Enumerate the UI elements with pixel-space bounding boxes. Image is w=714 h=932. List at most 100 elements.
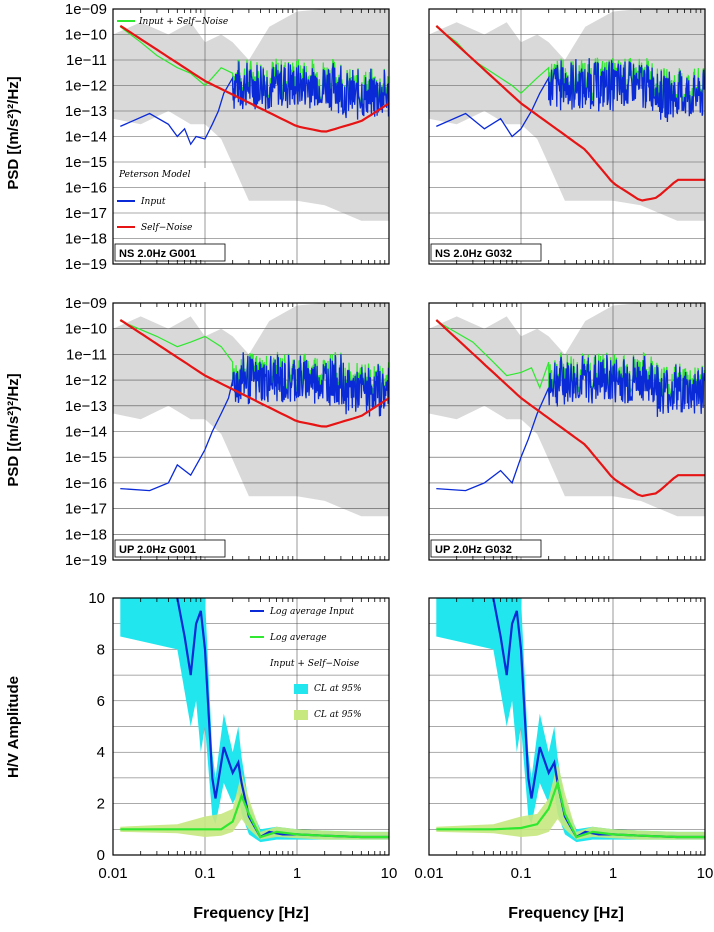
y-tick-label: 1e−13 (65, 398, 107, 415)
panel-frame (428, 302, 706, 561)
y-tick-label: 1e−17 (65, 205, 107, 222)
y-tick-label: 1e−09 (65, 295, 107, 312)
legend-combined-label: Input + Self−Noise (138, 17, 228, 27)
y-tick-label: 1e−16 (65, 475, 107, 492)
station-label-box (114, 539, 226, 558)
series-input (120, 352, 389, 492)
station-label-text: NS 2.0Hz G001 (119, 248, 196, 260)
hv-series-1 (436, 779, 705, 839)
ci-band-0 (436, 598, 705, 843)
y-tick-label: 1e−12 (65, 78, 107, 95)
panel-5: 0.01 0.1 1 10 (414, 597, 714, 882)
panel-plot-area (113, 598, 389, 855)
psd-ylabel-middle: PSD [(m/s²)²/Hz] (5, 373, 22, 486)
ci-band-1 (120, 772, 389, 840)
panels-group: NS 2.0Hz G001 1e−19 1e−18 1e−17 1e−16 1e−15 1e… (65, 1, 713, 882)
panel-1: NS 2.0Hz G032 (428, 8, 706, 265)
station-label: NS 2.0Hz G001 (114, 243, 226, 262)
hv-legend-ci-combined-swatch (294, 710, 308, 720)
series-self-noise (119, 318, 389, 428)
series-input (436, 58, 705, 138)
y-tick-label: 1e−19 (65, 256, 107, 273)
y-tick-label: 10 (88, 590, 105, 607)
hv-legend-combined-title: Input + Self−Noise (269, 659, 359, 669)
station-label-box (430, 243, 542, 262)
x-tick-label: 1 (609, 865, 617, 882)
y-tick-label: 1e−19 (65, 552, 107, 569)
y-tick-label: 1e−18 (65, 231, 107, 248)
station-label-text: UP 2.0Hz G032 (435, 544, 512, 556)
panel-plot-area (113, 303, 389, 560)
x-tick-label: 10 (381, 865, 398, 882)
series-self-noise (435, 24, 705, 202)
y-tick-label: 1e−18 (65, 526, 107, 543)
panel-frame (112, 8, 390, 265)
panel-0: NS 2.0Hz G001 1e−19 1e−18 1e−17 1e−16 1e−15 1e… (65, 1, 390, 273)
peterson-band (113, 303, 389, 517)
peterson-band (113, 9, 389, 221)
station-label-text: UP 2.0Hz G001 (119, 544, 196, 556)
panel-frame (428, 8, 706, 265)
hv-legend: Log average Input Log average Input + Se… (269, 607, 362, 720)
panel-plot-area (429, 598, 705, 855)
y-tick-label: 1e−11 (66, 346, 107, 363)
hv-legend-ci-input-swatch (294, 684, 308, 694)
hv-legend-combined-label: Log average (269, 633, 327, 643)
station-label: NS 2.0Hz G032 (430, 243, 542, 262)
panel-frame (112, 302, 390, 561)
series-self-noise (119, 24, 389, 133)
hv-legend-ci-input-label: CL at 95% (314, 684, 362, 694)
x-tick-label: 0.01 (98, 865, 127, 882)
hv-series-1 (120, 792, 389, 839)
x-tick-label: 0.01 (414, 865, 443, 882)
y-tick-label: 8 (97, 641, 105, 658)
y-tick-label: 1e−14 (65, 424, 107, 441)
panel-plot-area (429, 303, 705, 560)
peterson-band (429, 303, 705, 517)
y-tick-label: 0 (97, 847, 105, 864)
y-tick-label: 1e−10 (65, 27, 107, 44)
y-tick-label: 1e−15 (65, 154, 107, 171)
x-tick-label: 0.1 (195, 865, 216, 882)
legend-peterson-label: Peterson Model (118, 170, 191, 180)
panel-frame (112, 597, 390, 856)
y-tick-label: 2 (97, 796, 105, 813)
ci-band-0 (120, 598, 389, 843)
panel-4: 0 2 4 6 8 10 0.01 0.1 1 10 (88, 590, 397, 882)
legend-input-label: Input (140, 197, 166, 207)
y-tick-label: 1e−17 (65, 501, 107, 518)
y-tick-label: 1e−16 (65, 180, 107, 197)
x-tick-label: 10 (697, 865, 714, 882)
y-tick-label: 4 (97, 744, 105, 761)
y-tick-label: 1e−13 (65, 103, 107, 120)
legend-peterson-bg (116, 168, 226, 182)
panel-plot-area (429, 9, 705, 264)
psd-legend-top: Input + Self−Noise Peterson Model Input … (118, 17, 228, 233)
station-label: UP 2.0Hz G032 (430, 539, 542, 558)
xlabel-right: Frequency [Hz] (508, 905, 624, 922)
station-label-box (114, 243, 226, 262)
series-input (120, 61, 389, 146)
hv-ylabel: H/V Amplitude (5, 676, 22, 778)
x-tick-label: 0.1 (511, 865, 532, 882)
psd-ylabel-top: PSD [(m/s²)²/Hz] (5, 76, 22, 189)
station-label: UP 2.0Hz G001 (114, 539, 226, 558)
station-label-text: NS 2.0Hz G032 (435, 248, 512, 260)
y-tick-label: 1e−09 (65, 1, 107, 18)
panel-frame (428, 597, 706, 856)
hv-series-0 (492, 598, 705, 839)
panel-plot-area (113, 9, 389, 264)
y-tick-label: 6 (97, 693, 105, 710)
y-tick-label: 1e−14 (65, 129, 107, 146)
y-tick-label: 1e−12 (65, 372, 107, 389)
x-tick-label: 1 (293, 865, 301, 882)
peterson-band (429, 9, 705, 221)
xlabel-left: Frequency [Hz] (193, 905, 309, 922)
panel-2: UP 2.0Hz G001 1e−19 1e−18 1e−17 1e−16 1e−15 1e… (65, 295, 390, 569)
hv-legend-ci-combined-label: CL at 95% (314, 710, 362, 720)
hv-legend-input-label: Log average Input (269, 607, 354, 617)
panel-3: UP 2.0Hz G032 (428, 302, 706, 561)
y-tick-label: 1e−15 (65, 449, 107, 466)
legend-self-noise-label: Self−Noise (141, 223, 192, 233)
